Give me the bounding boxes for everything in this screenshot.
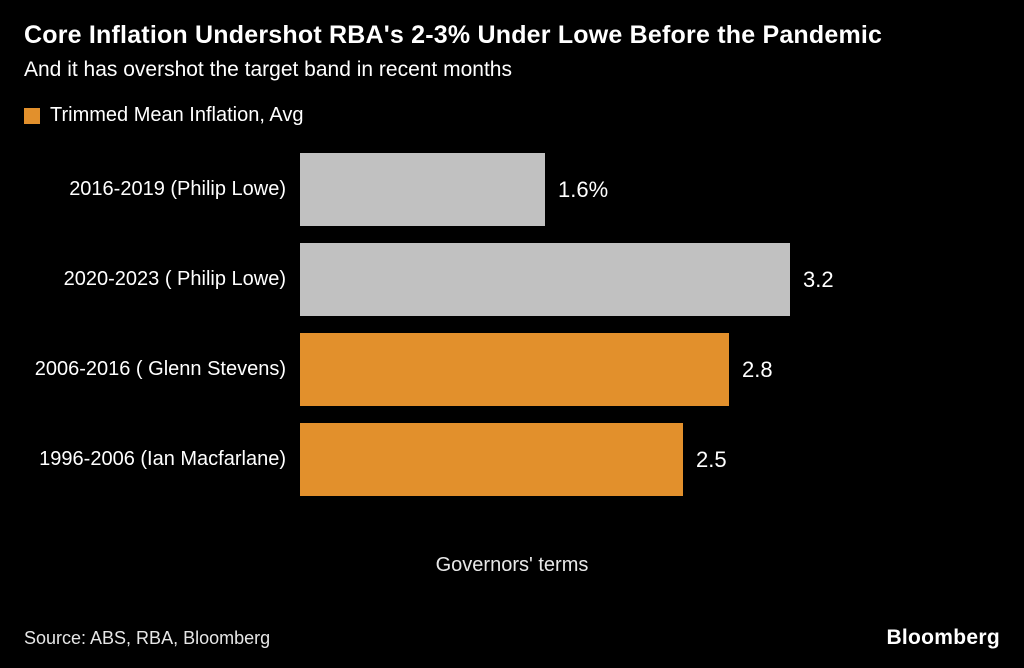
chart-footer: Source: ABS, RBA, Bloomberg Bloomberg — [0, 626, 1024, 650]
bar-row: 2006-2016 ( Glenn Stevens) 2.8 — [0, 333, 1024, 406]
value-label: 2.5 — [696, 446, 727, 472]
value-label: 1.6% — [558, 176, 609, 202]
bar — [300, 243, 790, 316]
chart-legend: Trimmed Mean Inflation, Avg — [0, 104, 1024, 127]
bar — [300, 423, 683, 496]
bar — [300, 153, 545, 226]
chart-header: Core Inflation Undershot RBA's 2-3% Unde… — [0, 0, 1024, 82]
category-label: 2006-2016 ( Glenn Stevens) — [34, 358, 286, 380]
legend-label: Trimmed Mean Inflation, Avg — [50, 104, 304, 126]
bar-row: 2020-2023 ( Philip Lowe) 3.2 — [0, 243, 1024, 316]
legend-swatch-icon — [24, 107, 40, 124]
bloomberg-logo: Bloomberg — [886, 626, 1000, 649]
category-label: 2016-2019 (Philip Lowe) — [69, 178, 286, 200]
bar-row: 1996-2006 (Ian Macfarlane) 2.5 — [0, 423, 1024, 496]
value-label: 3.2 — [803, 266, 834, 292]
bar — [300, 333, 729, 406]
source-text: Source: ABS, RBA, Bloomberg — [24, 627, 271, 648]
chart-subtitle: And it has overshot the target band in r… — [24, 58, 512, 81]
chart-title: Core Inflation Undershot RBA's 2-3% Unde… — [24, 21, 883, 49]
bar-row: 2016-2019 (Philip Lowe) 1.6% — [0, 153, 1024, 226]
category-label: 1996-2006 (Ian Macfarlane) — [39, 448, 286, 470]
x-axis-label: Governors' terms — [435, 554, 589, 576]
bar-chart: 2016-2019 (Philip Lowe) 1.6% 2020-2023 ( P… — [0, 153, 1024, 496]
value-label: 2.8 — [742, 356, 773, 382]
category-label: 2020-2023 ( Philip Lowe) — [63, 268, 286, 290]
